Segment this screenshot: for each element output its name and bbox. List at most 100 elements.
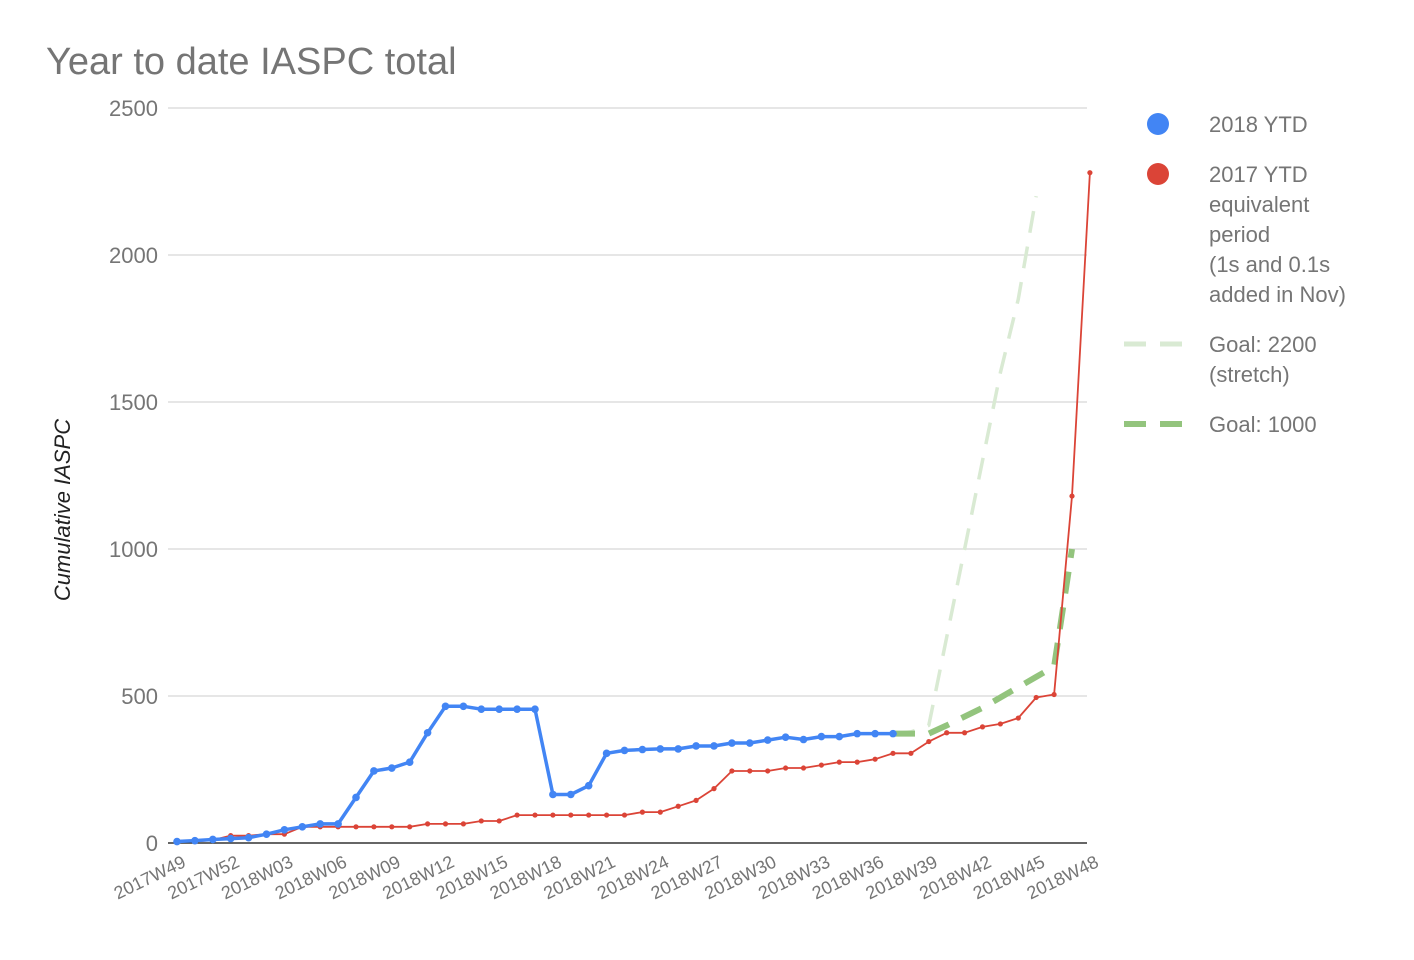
data-point bbox=[1051, 691, 1057, 698]
data-point bbox=[692, 742, 700, 750]
series-3 bbox=[893, 548, 1075, 737]
y-tick-label: 1000 bbox=[109, 537, 158, 562]
data-point bbox=[460, 821, 466, 827]
data-point bbox=[728, 739, 736, 747]
y-tick-label: 1500 bbox=[109, 390, 158, 415]
data-point bbox=[334, 820, 342, 828]
legend-label: equivalent bbox=[1209, 192, 1309, 217]
data-point bbox=[532, 812, 538, 818]
data-point bbox=[872, 756, 878, 762]
data-point bbox=[280, 825, 289, 834]
data-point bbox=[370, 767, 378, 775]
data-point bbox=[604, 812, 610, 818]
data-point bbox=[567, 790, 575, 799]
data-point bbox=[352, 793, 360, 802]
data-point bbox=[586, 812, 592, 818]
legend-label: (1s and 0.1s bbox=[1209, 252, 1330, 277]
legend-marker bbox=[1147, 163, 1169, 185]
data-point bbox=[710, 742, 718, 750]
data-point bbox=[298, 823, 307, 831]
data-point bbox=[997, 721, 1004, 727]
data-point bbox=[890, 750, 896, 756]
series-0 bbox=[173, 702, 897, 846]
x-axis-ticks: 2017W492017W522018W032018W062018W092018W… bbox=[111, 852, 1102, 904]
data-point bbox=[962, 730, 968, 736]
data-point bbox=[729, 768, 735, 774]
data-point bbox=[316, 820, 325, 828]
data-point bbox=[674, 745, 682, 753]
data-point bbox=[638, 745, 647, 754]
data-point bbox=[944, 730, 950, 736]
series-layer bbox=[173, 170, 1093, 846]
y-tick-label: 2500 bbox=[109, 96, 158, 121]
data-point bbox=[926, 738, 932, 745]
legend-marker bbox=[1147, 113, 1169, 135]
data-point bbox=[191, 836, 199, 845]
data-point bbox=[836, 759, 842, 765]
legend-entry: Goal: 1000 bbox=[1124, 412, 1317, 437]
series-line bbox=[893, 548, 1075, 737]
data-point bbox=[765, 768, 771, 774]
data-point bbox=[262, 830, 271, 838]
data-point bbox=[656, 745, 665, 753]
series-1 bbox=[174, 170, 1093, 845]
data-point bbox=[513, 705, 521, 714]
data-point bbox=[908, 750, 914, 756]
data-point bbox=[459, 702, 468, 711]
data-point bbox=[478, 818, 484, 824]
data-point bbox=[353, 824, 359, 830]
data-point bbox=[800, 765, 807, 771]
legend-label: Goal: 1000 bbox=[1209, 412, 1317, 437]
data-point bbox=[549, 790, 557, 799]
legend-label: Goal: 2200 bbox=[1209, 332, 1317, 357]
data-point bbox=[423, 728, 432, 737]
legend-entry: Goal: 2200 (stretch) bbox=[1124, 332, 1317, 387]
legend: 2018 YTD 2017 YTD equivalent period (1s and … bbox=[1124, 112, 1346, 437]
data-point bbox=[1033, 694, 1039, 701]
gridlines bbox=[168, 107, 1087, 844]
data-point bbox=[781, 733, 790, 741]
legend-entry: 2017 YTD equivalent period (1s and 0.1s adde… bbox=[1147, 162, 1346, 307]
data-point bbox=[425, 821, 431, 827]
data-point bbox=[639, 809, 646, 815]
data-point bbox=[226, 834, 235, 843]
data-point bbox=[763, 736, 772, 744]
data-point bbox=[675, 803, 681, 809]
data-point bbox=[407, 824, 413, 830]
data-point bbox=[620, 746, 629, 755]
data-point bbox=[496, 818, 502, 824]
y-tick-label: 2000 bbox=[109, 243, 158, 268]
y-tick-label: 500 bbox=[121, 684, 158, 709]
data-point bbox=[244, 833, 253, 842]
data-point bbox=[746, 739, 754, 747]
data-point bbox=[853, 729, 861, 738]
legend-label: 2018 YTD bbox=[1209, 112, 1308, 137]
legend-label: added in Nov) bbox=[1209, 282, 1346, 307]
chart-title: Year to date IASPC total bbox=[46, 41, 457, 83]
data-point bbox=[871, 729, 879, 738]
data-point bbox=[550, 812, 556, 818]
data-point bbox=[854, 759, 860, 765]
data-point bbox=[477, 705, 486, 714]
data-point bbox=[889, 729, 897, 738]
data-point bbox=[389, 824, 395, 830]
data-point bbox=[441, 702, 450, 711]
data-point bbox=[495, 705, 504, 714]
y-axis-ticks: 0 500 1000 1500 2000 2500 bbox=[109, 96, 158, 856]
data-point bbox=[799, 735, 808, 744]
legend-entry: 2018 YTD bbox=[1147, 112, 1308, 137]
series-2 bbox=[892, 195, 1038, 736]
data-point bbox=[531, 705, 539, 714]
legend-label: (stretch) bbox=[1209, 362, 1290, 387]
data-point bbox=[835, 732, 844, 741]
data-point bbox=[817, 732, 826, 741]
data-point bbox=[979, 724, 986, 730]
data-point bbox=[783, 765, 789, 771]
series-line bbox=[177, 172, 1091, 843]
data-point bbox=[1015, 715, 1021, 721]
data-point bbox=[405, 758, 414, 766]
data-point bbox=[1087, 170, 1093, 176]
data-point bbox=[602, 749, 611, 758]
data-point bbox=[711, 786, 717, 792]
